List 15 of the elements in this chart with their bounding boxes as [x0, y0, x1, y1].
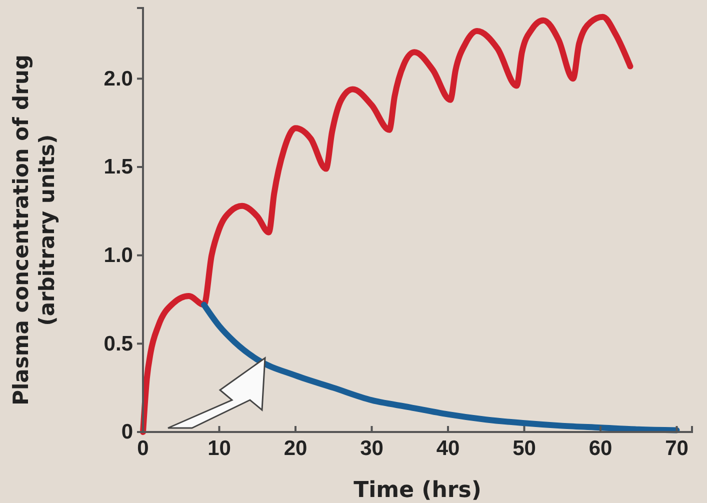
- y-tick-label: 1.5: [104, 156, 134, 179]
- x-tick-label: 70: [665, 436, 688, 460]
- x-tick-label: 10: [208, 436, 231, 460]
- x-tick-label: 50: [512, 436, 536, 460]
- y-tick-label: 1.0: [104, 244, 133, 268]
- y-tick-label: 0: [121, 420, 133, 444]
- y-tick-label: 0.5: [104, 332, 134, 356]
- y-axis-title: Plasma concentration of drug (arbitrary units): [9, 54, 59, 406]
- x-tick-label: 0: [137, 436, 149, 460]
- x-tick-label: 20: [284, 436, 308, 460]
- x-tick-label: 60: [588, 436, 612, 460]
- x-axis-title: Time (hrs): [354, 478, 482, 503]
- x-tick-label: 30: [360, 436, 384, 460]
- x-tick-label: 40: [436, 436, 460, 460]
- y-tick-label: 2.0: [104, 67, 133, 90]
